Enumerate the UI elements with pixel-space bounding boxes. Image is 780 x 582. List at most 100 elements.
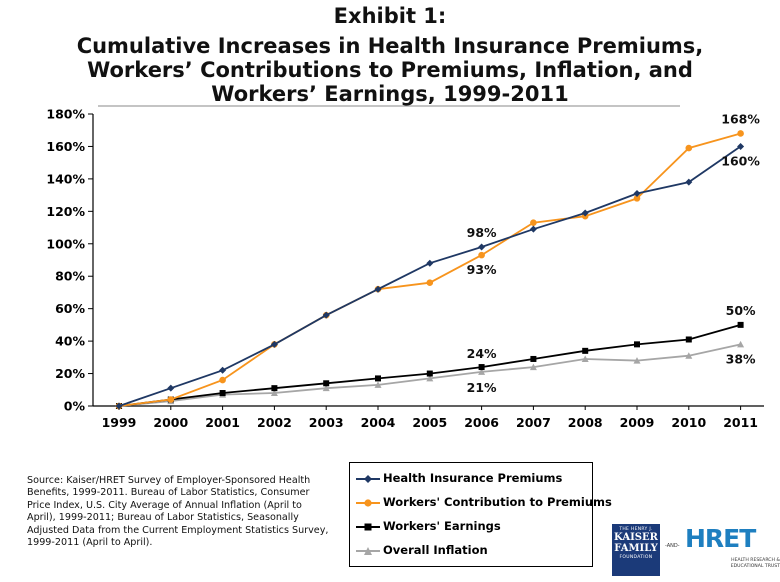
- legend-item-contributions: Workers' Contribution to Premiums: [350, 493, 612, 511]
- data-point-earnings: [271, 385, 278, 392]
- data-point-contributions: [633, 195, 641, 202]
- exhibit-label: Exhibit 1:: [333, 4, 447, 28]
- logo-and: -AND-: [665, 543, 680, 549]
- data-point-contributions: [737, 130, 744, 137]
- legend-square-marker: [364, 523, 372, 531]
- data-point-premiums: [270, 340, 278, 348]
- chart-title-line-1: Cumulative Increases in Health Insurance…: [76, 34, 704, 58]
- logos: THE HENRY J. KAISER FAMILY FOUNDATION -A…: [612, 522, 780, 582]
- data-point-premiums: [581, 209, 589, 217]
- data-point-contributions: [167, 396, 175, 403]
- x-tick-label: 2009: [620, 415, 655, 430]
- legend-item-inflation: Overall Inflation: [350, 541, 592, 559]
- legend-item-premiums: Health Insurance Premiums: [350, 469, 592, 487]
- x-tick-label: 2002: [257, 415, 292, 430]
- x-tick-label: 2007: [516, 415, 551, 430]
- data-point-premiums: [685, 178, 693, 186]
- legend-diamond-marker: [364, 475, 372, 483]
- data-point-premiums: [478, 243, 486, 251]
- y-tick-label: 40%: [55, 334, 85, 349]
- kff-logo: THE HENRY J. KAISER FAMILY FOUNDATION: [612, 524, 660, 576]
- data-label: 93%: [467, 262, 497, 277]
- y-tick-label: 100%: [46, 236, 85, 251]
- series-line-circle: [118, 132, 741, 407]
- x-tick-label: 2005: [412, 415, 447, 430]
- y-tick-label: 20%: [55, 366, 85, 381]
- data-label: 38%: [726, 351, 756, 366]
- data-point-premiums: [529, 225, 537, 233]
- data-point-earnings: [323, 380, 330, 387]
- x-tick-label: 2010: [671, 415, 706, 430]
- y-tick-label: 120%: [46, 204, 85, 219]
- data-point-inflation: [737, 340, 745, 348]
- data-point-earnings: [219, 390, 226, 397]
- legend: Health Insurance Premiums Workers' Contr…: [349, 462, 612, 567]
- x-tick-label: 2001: [205, 415, 240, 430]
- data-point-premiums: [219, 366, 227, 374]
- x-tick-label: 2011: [723, 415, 758, 430]
- data-point-premiums: [633, 189, 641, 197]
- data-point-earnings: [737, 321, 744, 328]
- data-point-inflation: [633, 357, 641, 364]
- y-tick-label: 80%: [55, 269, 85, 284]
- x-tick-label: 1999: [102, 415, 137, 430]
- x-tick-label: 2000: [153, 415, 188, 430]
- data-label: 21%: [467, 380, 497, 395]
- data-label: 24%: [467, 346, 497, 361]
- data-point-contributions: [685, 144, 693, 152]
- data-point-contributions: [478, 251, 485, 259]
- x-tick-label: 2008: [568, 415, 603, 430]
- data-point-premiums: [374, 285, 382, 293]
- data-point-earnings: [375, 375, 381, 382]
- y-tick-label: 0%: [64, 399, 86, 414]
- data-point-inflation: [374, 381, 382, 388]
- data-point-inflation: [685, 352, 693, 359]
- legend-label: Overall Inflation: [383, 543, 488, 557]
- data-label: 160%: [721, 153, 760, 168]
- y-tick-label: 140%: [46, 171, 85, 186]
- data-point-premiums: [167, 384, 175, 392]
- data-point-premiums: [115, 402, 123, 410]
- data-point-inflation: [478, 368, 486, 375]
- data-point-premiums: [322, 311, 330, 319]
- data-point-inflation: [270, 389, 278, 397]
- data-point-premiums: [426, 259, 434, 267]
- data-point-earnings: [478, 364, 485, 371]
- legend-triangle-marker: [364, 547, 372, 555]
- data-point-contributions: [426, 279, 434, 287]
- y-tick-label: 160%: [46, 139, 85, 154]
- series-line-diamond: [118, 145, 742, 407]
- data-point-contributions: [219, 376, 226, 384]
- x-tick-label: 2003: [309, 415, 344, 430]
- legend-label: Health Insurance Premiums: [383, 471, 563, 485]
- data-label: 168%: [721, 111, 760, 126]
- data-point-inflation: [581, 355, 589, 362]
- hret-logo: HRET: [685, 524, 756, 553]
- kff-logo-name-2: FAMILY: [614, 543, 658, 554]
- legend-label: Workers' Contribution to Premiums: [383, 495, 612, 509]
- y-tick-label: 180%: [46, 107, 85, 122]
- source-note: Source: Kaiser/HRET Survey of Employer-S…: [27, 475, 329, 549]
- hret-logo-subtitle: HEALTH RESEARCH & EDUCATIONAL TRUST: [730, 558, 780, 569]
- data-point-inflation: [529, 363, 537, 371]
- kff-logo-top: THE HENRY J.: [619, 527, 653, 532]
- data-point-earnings: [634, 341, 640, 348]
- chart-title-line-3: Workers’ Earnings, 1999-2011: [211, 82, 569, 106]
- data-point-earnings: [530, 355, 537, 362]
- data-point-premiums: [737, 142, 745, 150]
- data-point-contributions: [530, 219, 537, 226]
- data-point-inflation: [322, 384, 330, 392]
- data-point-earnings: [685, 336, 692, 343]
- x-tick-label: 2004: [361, 415, 396, 430]
- data-label: 50%: [726, 303, 756, 318]
- kff-logo-bottom: FOUNDATION: [619, 555, 653, 560]
- data-point-earnings: [426, 370, 433, 377]
- legend-item-earnings: Workers' Earnings: [350, 517, 592, 535]
- chart-title-line-2: Workers’ Contributions to Premiums, Infl…: [87, 58, 693, 82]
- data-point-inflation: [426, 374, 434, 382]
- legend-circle-marker: [364, 499, 372, 507]
- data-label: 98%: [467, 225, 497, 240]
- data-point-earnings: [582, 347, 589, 354]
